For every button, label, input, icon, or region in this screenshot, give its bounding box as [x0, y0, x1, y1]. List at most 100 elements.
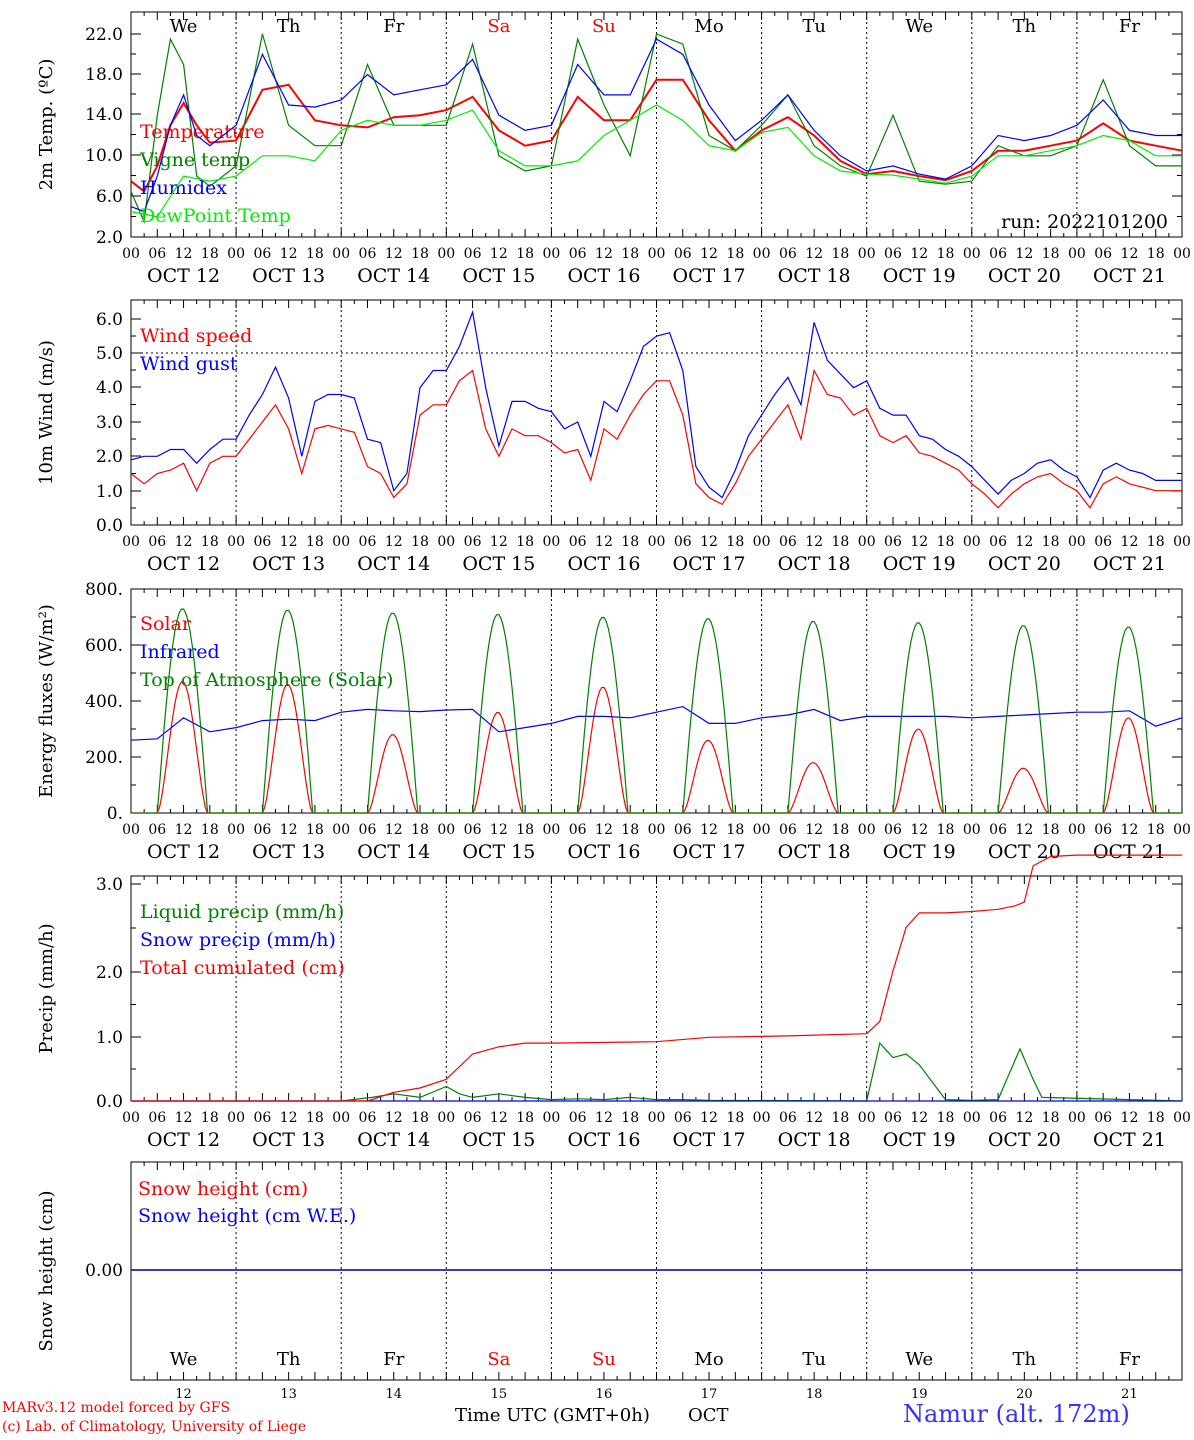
date-label: OCT 17	[673, 841, 746, 863]
legend-entry: Top of Atmosphere (Solar)	[140, 669, 393, 691]
series-line-dewpoint-temp	[130, 104, 1182, 218]
hour-tick-label: 18	[726, 534, 744, 550]
hour-tick-label: 18	[201, 246, 219, 262]
hour-tick-label: 12	[910, 1110, 928, 1126]
day-name: We	[170, 1349, 198, 1370]
day-number: 14	[385, 1387, 402, 1402]
hour-tick-label: 18	[1042, 246, 1060, 262]
day-name: Th	[277, 16, 301, 37]
time-axis-title: Time UTC (GMT+0h)	[455, 1405, 650, 1426]
hour-tick-label: 06	[569, 246, 587, 262]
legend-entry: Infrared	[140, 641, 220, 663]
hour-tick-label: 18	[516, 1110, 534, 1126]
day-name: Tu	[802, 16, 826, 37]
hour-tick-label: 12	[1015, 246, 1033, 262]
hour-tick-label: 06	[359, 246, 377, 262]
hour-tick-label: 00	[542, 246, 560, 262]
hour-tick-label: 00	[1173, 1110, 1191, 1126]
hour-tick-label: 12	[385, 1110, 403, 1126]
hour-tick-label: 12	[805, 1110, 823, 1126]
hour-tick-label: 00	[753, 534, 771, 550]
hour-tick-label: 00	[122, 1110, 140, 1126]
legend-entry: Snow height (cm W.E.)	[138, 1205, 356, 1227]
hour-tick-label: 18	[516, 246, 534, 262]
hour-tick-label: 06	[884, 534, 902, 550]
hour-tick-label: 18	[411, 246, 429, 262]
hour-tick-label: 12	[1121, 246, 1139, 262]
date-label: OCT 17	[673, 553, 746, 575]
series-line-temperature	[130, 78, 1183, 193]
hour-tick-label: 06	[989, 534, 1007, 550]
legend-entry: Solar	[140, 613, 192, 635]
hour-tick-label: 12	[910, 822, 928, 838]
hour-tick-label: 00	[858, 822, 876, 838]
hour-tick-label: 06	[674, 822, 692, 838]
hour-tick-label: 18	[411, 822, 429, 838]
legend-entry: Total cumulated (cm)	[140, 957, 345, 979]
hour-tick-label: 12	[1121, 1110, 1139, 1126]
hour-tick-label: 12	[805, 246, 823, 262]
panel-4: 3.0 2.0 1.0 0.0 Precip (mm/h) Liquid precip (…	[36, 854, 1191, 1151]
legend-entry: Wind speed	[140, 325, 252, 347]
day-number: 20	[1016, 1387, 1033, 1402]
hour-tick-label: 18	[1147, 822, 1165, 838]
hour-tick-label: 06	[464, 822, 482, 838]
y-tick-label: 0.0	[96, 1092, 123, 1112]
day-number: 21	[1121, 1387, 1138, 1402]
hour-tick-label: 06	[779, 822, 797, 838]
hour-tick-label: 18	[832, 534, 850, 550]
hour-tick-label: 12	[490, 246, 508, 262]
station-name: Namur (alt. 172m)	[903, 1400, 1130, 1428]
day-number: 16	[596, 1387, 613, 1402]
hour-tick-label: 12	[490, 822, 508, 838]
date-label: OCT 19	[883, 1129, 956, 1151]
hour-tick-label: 06	[884, 1110, 902, 1126]
day-name: Su	[592, 16, 616, 37]
date-label: OCT 19	[883, 841, 956, 863]
series-line-solar	[131, 681, 1182, 814]
day-name: Sa	[487, 1349, 510, 1370]
series-line-liquid-precip-mm-h-	[131, 1041, 1183, 1102]
month-label: OCT	[688, 1405, 729, 1426]
y-tick-label: 200.	[85, 748, 123, 768]
y-tick-label: 3.0	[96, 413, 123, 433]
date-label: OCT 14	[357, 265, 430, 287]
date-label: OCT 19	[883, 265, 956, 287]
day-name: Fr	[1119, 1349, 1140, 1370]
date-label: OCT 15	[462, 265, 535, 287]
hour-tick-label: 06	[1094, 822, 1112, 838]
y-tick-label: 14.0	[85, 105, 123, 125]
legend-entry: Wind gust	[140, 353, 238, 375]
series-line-wind-speed	[130, 368, 1182, 509]
hour-tick-label: 12	[175, 246, 193, 262]
series-line-top-of-atmosphere-solar-	[131, 608, 1182, 814]
date-label: OCT 21	[1093, 1129, 1166, 1151]
hour-tick-label: 12	[490, 1110, 508, 1126]
date-label: OCT 20	[988, 841, 1061, 863]
date-label: OCT 18	[778, 265, 851, 287]
hour-tick-label: 06	[1094, 246, 1112, 262]
y-axis-title: Precip (mm/h)	[36, 923, 57, 1053]
legend-entry: Snow height (cm)	[138, 1178, 308, 1200]
hour-tick-label: 18	[201, 1110, 219, 1126]
hour-tick-label: 18	[306, 534, 324, 550]
day-name: We	[170, 16, 198, 37]
y-tick-label: 4.0	[96, 378, 123, 398]
run-annotation: run: 2022101200	[1001, 211, 1168, 233]
hour-tick-label: 00	[122, 822, 140, 838]
hour-tick-label: 12	[175, 1110, 193, 1126]
hour-tick-label: 18	[726, 246, 744, 262]
date-label: OCT 12	[147, 841, 220, 863]
hour-tick-label: 18	[516, 534, 534, 550]
hour-tick-label: 00	[227, 822, 245, 838]
hour-tick-label: 18	[621, 822, 639, 838]
hour-tick-label: 12	[910, 534, 928, 550]
date-label: OCT 16	[567, 1129, 640, 1151]
hour-tick-label: 06	[148, 534, 166, 550]
date-label: OCT 20	[988, 1129, 1061, 1151]
hour-tick-label: 06	[359, 822, 377, 838]
date-label: OCT 21	[1093, 265, 1166, 287]
day-name: Tu	[802, 1349, 826, 1370]
hour-tick-label: 06	[779, 246, 797, 262]
hour-tick-label: 18	[937, 822, 955, 838]
